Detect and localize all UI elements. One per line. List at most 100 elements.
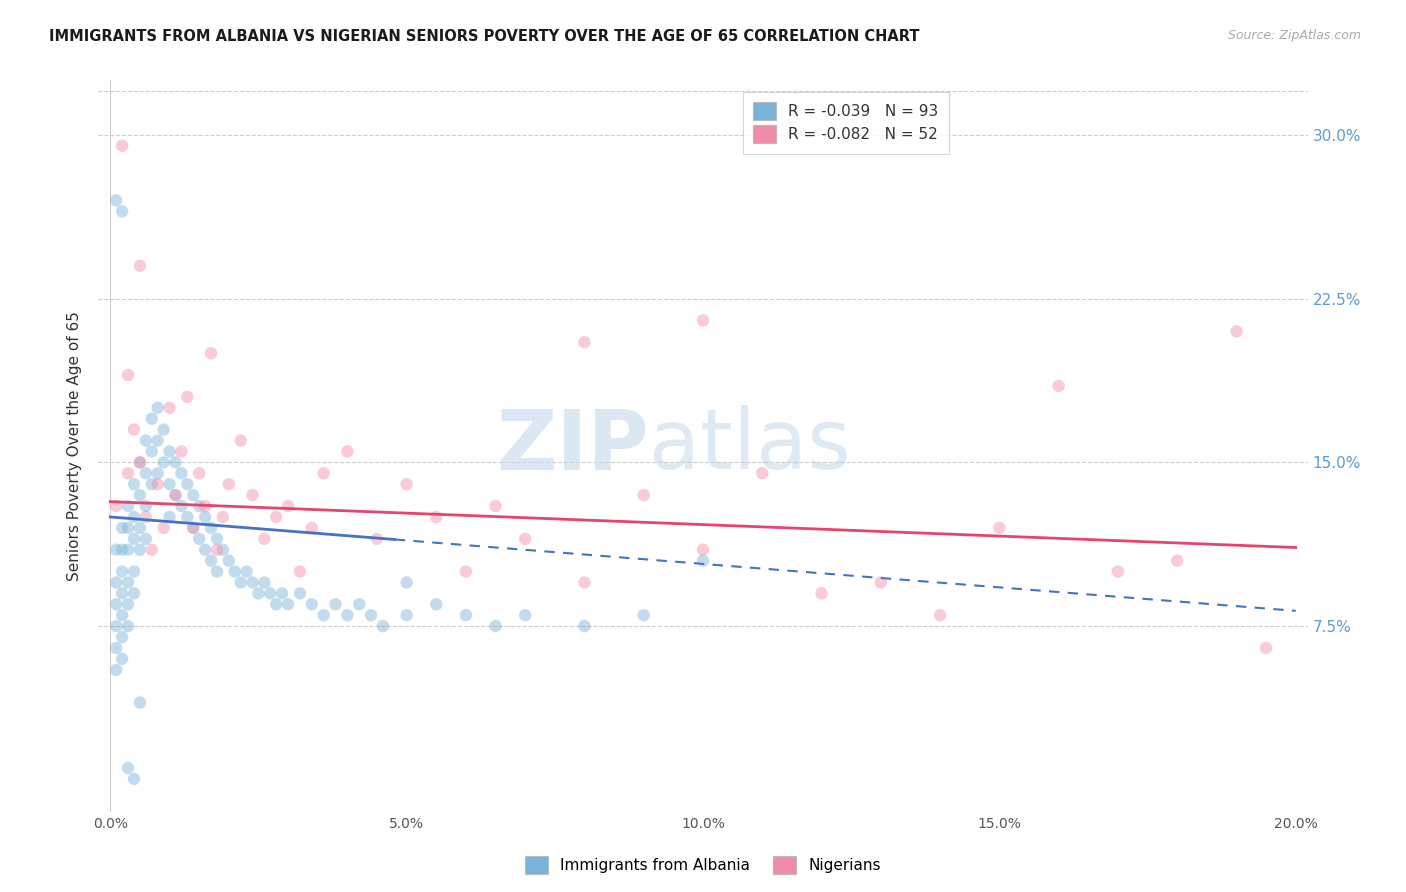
Point bbox=[111, 565, 134, 579]
Point bbox=[454, 608, 477, 623]
Point bbox=[129, 542, 152, 557]
Point bbox=[336, 608, 359, 623]
Point bbox=[218, 477, 240, 491]
Point bbox=[170, 444, 193, 458]
Point bbox=[633, 488, 655, 502]
Point bbox=[395, 477, 418, 491]
Point bbox=[141, 444, 163, 458]
Point bbox=[111, 138, 134, 153]
Point bbox=[288, 565, 311, 579]
Point bbox=[117, 521, 139, 535]
Point bbox=[371, 619, 394, 633]
Point bbox=[122, 586, 145, 600]
Point bbox=[135, 499, 157, 513]
Point bbox=[105, 575, 128, 590]
Point bbox=[105, 597, 128, 611]
Point bbox=[810, 586, 832, 600]
Point bbox=[574, 619, 596, 633]
Point bbox=[200, 521, 222, 535]
Point bbox=[146, 477, 169, 491]
Point bbox=[122, 565, 145, 579]
Point bbox=[425, 510, 447, 524]
Point bbox=[869, 575, 891, 590]
Point bbox=[212, 510, 235, 524]
Point bbox=[181, 488, 204, 502]
Point bbox=[152, 521, 174, 535]
Point bbox=[205, 532, 228, 546]
Point bbox=[188, 499, 211, 513]
Point bbox=[122, 772, 145, 786]
Point bbox=[692, 542, 714, 557]
Point bbox=[159, 477, 181, 491]
Point bbox=[212, 542, 235, 557]
Text: ZIP: ZIP bbox=[496, 406, 648, 486]
Point bbox=[117, 597, 139, 611]
Point bbox=[988, 521, 1011, 535]
Point bbox=[135, 434, 157, 448]
Point bbox=[484, 619, 506, 633]
Point bbox=[929, 608, 952, 623]
Point bbox=[301, 521, 323, 535]
Point bbox=[135, 532, 157, 546]
Point bbox=[159, 444, 181, 458]
Point bbox=[1225, 324, 1247, 338]
Point bbox=[159, 510, 181, 524]
Point bbox=[117, 761, 139, 775]
Point bbox=[111, 608, 134, 623]
Point bbox=[515, 532, 537, 546]
Point bbox=[574, 575, 596, 590]
Point bbox=[692, 554, 714, 568]
Point bbox=[264, 597, 287, 611]
Point bbox=[176, 390, 198, 404]
Point bbox=[692, 313, 714, 327]
Point bbox=[122, 510, 145, 524]
Point bbox=[117, 467, 139, 481]
Point bbox=[200, 346, 222, 360]
Point bbox=[301, 597, 323, 611]
Point bbox=[111, 586, 134, 600]
Point bbox=[111, 204, 134, 219]
Point bbox=[105, 542, 128, 557]
Point bbox=[288, 586, 311, 600]
Legend: R = -0.039   N = 93, R = -0.082   N = 52: R = -0.039 N = 93, R = -0.082 N = 52 bbox=[742, 92, 949, 153]
Point bbox=[218, 554, 240, 568]
Point bbox=[264, 510, 287, 524]
Point bbox=[152, 455, 174, 469]
Text: Source: ZipAtlas.com: Source: ZipAtlas.com bbox=[1227, 29, 1361, 42]
Point bbox=[170, 467, 193, 481]
Point bbox=[194, 510, 217, 524]
Point bbox=[360, 608, 382, 623]
Point bbox=[515, 608, 537, 623]
Point bbox=[200, 554, 222, 568]
Point bbox=[277, 499, 299, 513]
Point bbox=[111, 630, 134, 644]
Point bbox=[176, 477, 198, 491]
Point bbox=[181, 521, 204, 535]
Point bbox=[105, 499, 128, 513]
Point bbox=[105, 640, 128, 655]
Point bbox=[574, 335, 596, 350]
Point bbox=[224, 565, 246, 579]
Point bbox=[105, 663, 128, 677]
Point bbox=[1107, 565, 1129, 579]
Point bbox=[259, 586, 281, 600]
Point bbox=[242, 488, 264, 502]
Point bbox=[141, 477, 163, 491]
Point bbox=[129, 455, 152, 469]
Point bbox=[454, 565, 477, 579]
Point bbox=[205, 542, 228, 557]
Point bbox=[141, 542, 163, 557]
Y-axis label: Seniors Poverty Over the Age of 65: Seniors Poverty Over the Age of 65 bbox=[67, 311, 83, 581]
Point bbox=[170, 499, 193, 513]
Point bbox=[146, 434, 169, 448]
Point bbox=[235, 565, 257, 579]
Point bbox=[129, 455, 152, 469]
Point bbox=[117, 542, 139, 557]
Point bbox=[253, 575, 276, 590]
Point bbox=[425, 597, 447, 611]
Point bbox=[633, 608, 655, 623]
Point bbox=[122, 423, 145, 437]
Point bbox=[129, 259, 152, 273]
Point bbox=[111, 542, 134, 557]
Point bbox=[141, 411, 163, 425]
